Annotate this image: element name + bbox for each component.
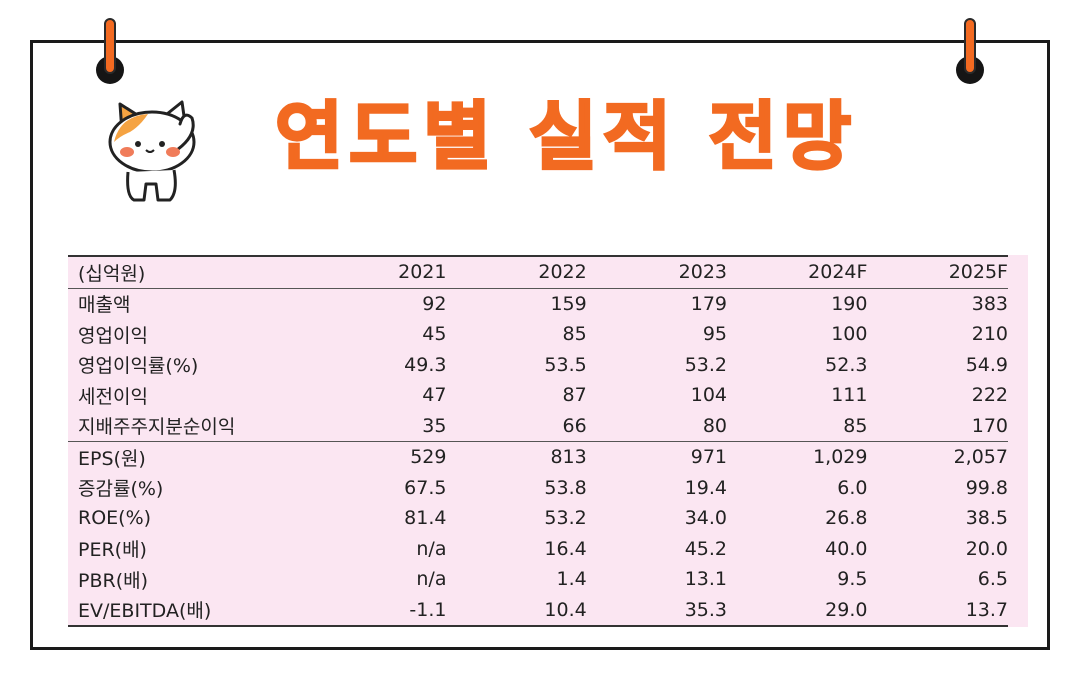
table-cell: 1,029 bbox=[813, 446, 868, 469]
cat-mascot-icon bbox=[108, 100, 196, 202]
table-cell: 529 bbox=[410, 446, 447, 469]
table-cell: 26.8 bbox=[825, 507, 868, 530]
header-year: 2023 bbox=[678, 261, 727, 284]
page-title: 연도별 실적 전망 bbox=[273, 94, 858, 180]
table-header-row: (십억원) 2021 2022 2023 2024F 2025F bbox=[68, 256, 1008, 288]
table-cell: 19.4 bbox=[684, 476, 727, 499]
table-cell: n/a bbox=[416, 568, 447, 591]
table-row: 지배주주지분순이익 35 66 80 85 170 bbox=[68, 411, 1008, 442]
table-cell: 67.5 bbox=[404, 476, 447, 499]
table-cell: 40.0 bbox=[825, 537, 868, 560]
row-label: PBR(배) bbox=[78, 569, 148, 592]
row-label: 매출액 bbox=[78, 294, 131, 317]
table-cell: 45 bbox=[422, 323, 447, 346]
table-row: PBR(배) n/a 1.4 13.1 9.5 6.5 bbox=[68, 564, 1008, 595]
header-year: 2024F bbox=[808, 261, 868, 284]
table-row: EV/EBITDA(배) -1.1 10.4 35.3 29.0 13.7 bbox=[68, 595, 1008, 626]
header-unit: (십억원) bbox=[78, 262, 146, 285]
table-row: 세전이익 47 87 104 111 222 bbox=[68, 380, 1008, 411]
table-cell: 54.9 bbox=[965, 353, 1008, 376]
table-row: PER(배) n/a 16.4 45.2 40.0 20.0 bbox=[68, 534, 1008, 565]
table-cell: n/a bbox=[416, 537, 447, 560]
row-label: ROE(%) bbox=[78, 507, 152, 530]
table-cell: 210 bbox=[971, 323, 1008, 346]
table-cell: 813 bbox=[550, 446, 587, 469]
table-row: ROE(%) 81.4 53.2 34.0 26.8 38.5 bbox=[68, 503, 1008, 534]
table-cell: 53.5 bbox=[544, 353, 587, 376]
table-cell: 35 bbox=[422, 414, 447, 437]
table-cell: 34.0 bbox=[684, 507, 727, 530]
table-cell: 13.1 bbox=[684, 568, 727, 591]
table-cell: 16.4 bbox=[544, 537, 587, 560]
table-cell: 38.5 bbox=[965, 507, 1008, 530]
table-cell: 35.3 bbox=[684, 598, 727, 621]
left-pin-icon bbox=[96, 18, 124, 84]
table-row: 영업이익률(%) 49.3 53.5 53.2 52.3 54.9 bbox=[68, 350, 1008, 381]
table-cell: 222 bbox=[971, 384, 1008, 407]
table-cell: 13.7 bbox=[965, 598, 1008, 621]
table-cell: 92 bbox=[422, 292, 447, 315]
table-cell: 6.0 bbox=[837, 476, 868, 499]
table-cell: 85 bbox=[562, 323, 587, 346]
table-cell: 190 bbox=[831, 292, 868, 315]
table-cell: 10.4 bbox=[544, 598, 587, 621]
table-cell: 1.4 bbox=[556, 568, 587, 591]
table-cell: 179 bbox=[690, 292, 727, 315]
row-label: 영업이익률(%) bbox=[78, 355, 199, 378]
table-cell: 53.8 bbox=[544, 476, 587, 499]
income-section: 매출액 92 159 179 190 383 영업이익 45 85 95 100 210 영업이익률(%… bbox=[68, 288, 1008, 442]
row-label: EPS(원) bbox=[78, 447, 146, 470]
table-cell: 9.5 bbox=[837, 568, 868, 591]
table-cell: 2,057 bbox=[953, 446, 1008, 469]
valuation-section: EPS(원) 529 813 971 1,029 2,057 증감률(%) 67.5 53.8 1… bbox=[68, 442, 1008, 626]
row-label: PER(배) bbox=[78, 539, 147, 562]
right-pin-icon bbox=[956, 18, 984, 84]
table-cell: 87 bbox=[562, 384, 587, 407]
table-cell: 95 bbox=[702, 323, 727, 346]
header-year: 2022 bbox=[538, 261, 587, 284]
table-cell: 85 bbox=[843, 414, 868, 437]
forecast-table: (십억원) 2021 2022 2023 2024F 2025F 매출액 92 15… bbox=[68, 255, 1008, 627]
table-row: 영업이익 45 85 95 100 210 bbox=[68, 319, 1008, 350]
row-label: 증감률(%) bbox=[78, 478, 164, 501]
table-cell: 6.5 bbox=[977, 568, 1008, 591]
table-row: 증감률(%) 67.5 53.8 19.4 6.0 99.8 bbox=[68, 473, 1008, 504]
table-cell: 100 bbox=[831, 323, 868, 346]
table-cell: 29.0 bbox=[825, 598, 868, 621]
row-label: 세전이익 bbox=[78, 385, 148, 408]
table-row: EPS(원) 529 813 971 1,029 2,057 bbox=[68, 442, 1008, 473]
table-cell: 45.2 bbox=[684, 537, 727, 560]
table-cell: 971 bbox=[690, 446, 727, 469]
row-label: 영업이익 bbox=[78, 324, 148, 347]
table-cell: 53.2 bbox=[684, 353, 727, 376]
table-cell: 47 bbox=[422, 384, 447, 407]
table-cell: 104 bbox=[690, 384, 727, 407]
table-cell: 53.2 bbox=[544, 507, 587, 530]
row-label: EV/EBITDA(배) bbox=[78, 600, 212, 623]
table-cell: 81.4 bbox=[404, 507, 447, 530]
table-cell: 80 bbox=[702, 414, 727, 437]
header-year: 2025F bbox=[948, 261, 1008, 284]
table-cell: -1.1 bbox=[409, 598, 447, 621]
table-cell: 52.3 bbox=[825, 353, 868, 376]
table-cell: 49.3 bbox=[404, 353, 447, 376]
table-cell: 383 bbox=[971, 292, 1008, 315]
table-cell: 170 bbox=[971, 414, 1008, 437]
forecast-table-panel: (십억원) 2021 2022 2023 2024F 2025F 매출액 92 15… bbox=[68, 255, 1028, 627]
row-label: 지배주주지분순이익 bbox=[78, 416, 236, 439]
table-cell: 20.0 bbox=[965, 537, 1008, 560]
header-year: 2021 bbox=[398, 261, 447, 284]
table-cell: 159 bbox=[550, 292, 587, 315]
table-cell: 66 bbox=[562, 414, 587, 437]
table-row: 매출액 92 159 179 190 383 bbox=[68, 288, 1008, 319]
table-cell: 111 bbox=[831, 384, 868, 407]
table-cell: 99.8 bbox=[965, 476, 1008, 499]
